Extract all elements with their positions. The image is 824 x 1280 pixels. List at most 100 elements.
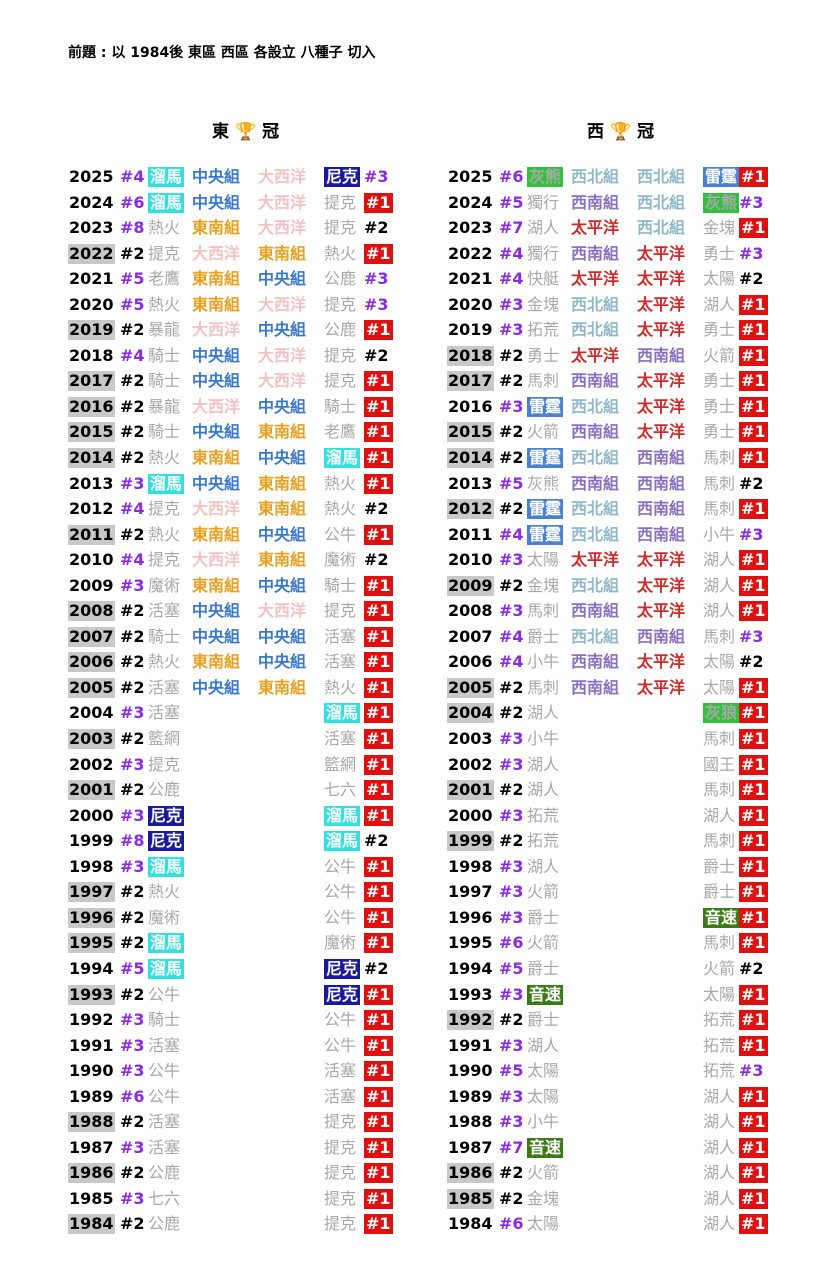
- team-cell: 老鷹: [148, 269, 181, 289]
- team-cell: 尼克: [324, 167, 361, 187]
- rank-cell: #1: [364, 371, 393, 392]
- division-cell: 東南組: [192, 269, 241, 289]
- team-cell: 提克: [324, 1112, 357, 1132]
- year-cell: 2018: [447, 345, 494, 366]
- seed-cell: #2: [120, 1163, 145, 1183]
- team-cell: 獨行: [527, 243, 560, 263]
- division-cell: 西南組: [637, 499, 686, 519]
- year-cell: 2004: [447, 703, 494, 724]
- year-cell: 2025: [69, 167, 114, 186]
- seed-cell: #3: [499, 550, 524, 570]
- year-cell: 1985: [447, 1188, 494, 1209]
- division-cell: 西北組: [637, 218, 686, 238]
- rank-cell: #1: [739, 984, 768, 1005]
- rank-cell: #1: [739, 575, 768, 596]
- division-cell: 中央組: [258, 524, 307, 544]
- division-cell: 太平洋: [571, 218, 620, 238]
- rank-cell: #2: [364, 831, 389, 851]
- team-cell: 湖人: [527, 780, 560, 800]
- seed-cell: #2: [120, 907, 145, 927]
- year-cell: 1991: [448, 1035, 493, 1055]
- rank-cell: #1: [739, 345, 768, 366]
- team-cell: 籃網: [148, 729, 181, 749]
- year-cell: 2011: [448, 524, 493, 544]
- team-cell: 湖人: [703, 1214, 736, 1234]
- team-cell: 提克: [324, 1163, 357, 1183]
- seed-cell: #3: [499, 396, 524, 416]
- team-cell: 馬刺: [703, 473, 736, 493]
- division-cell: 西北組: [637, 192, 686, 212]
- team-cell: 提克: [324, 601, 357, 621]
- team-cell: 音速: [703, 907, 740, 928]
- year-cell: 2007: [448, 626, 493, 646]
- year-cell: 2005: [68, 677, 115, 698]
- year-cell: 2012: [447, 499, 494, 520]
- seed-cell: #3: [499, 882, 524, 902]
- rank-cell: #1: [739, 422, 768, 443]
- team-cell: 國王: [703, 754, 736, 774]
- year-cell: 2019: [68, 320, 115, 341]
- rank-cell: #1: [364, 856, 393, 877]
- year-cell: 2009: [447, 575, 494, 596]
- team-cell: 騎士: [148, 371, 181, 391]
- team-cell: 尼克: [148, 805, 185, 826]
- rank-cell: #1: [364, 729, 393, 750]
- rank-cell: #1: [364, 1010, 393, 1031]
- rank-cell: #1: [364, 473, 393, 494]
- division-cell: 西南組: [571, 473, 620, 493]
- seed-cell: #3: [499, 1086, 524, 1106]
- team-cell: 獨行: [527, 192, 560, 212]
- year-cell: 1994: [448, 958, 493, 978]
- seed-cell: #2: [499, 345, 524, 365]
- division-cell: 西南組: [637, 345, 686, 365]
- year-cell: 1987: [69, 1137, 114, 1157]
- rank-cell: #1: [364, 448, 393, 469]
- rank-cell: #3: [739, 626, 764, 646]
- division-cell: 太平洋: [637, 320, 686, 340]
- team-cell: 熱火: [324, 243, 357, 263]
- rank-cell: #1: [739, 907, 768, 928]
- team-cell: 騎士: [148, 345, 181, 365]
- division-cell: 大西洋: [192, 243, 241, 263]
- seed-cell: #2: [499, 677, 524, 697]
- rank-cell: #1: [364, 882, 393, 903]
- seed-cell: #3: [120, 703, 145, 723]
- team-cell: 馬刺: [703, 729, 736, 749]
- team-cell: 雷霆: [527, 396, 564, 417]
- rank-cell: #2: [364, 550, 389, 570]
- rank-cell: #3: [739, 243, 764, 263]
- rank-cell: #2: [739, 652, 764, 672]
- rank-cell: #1: [739, 448, 768, 469]
- team-cell: 暴龍: [148, 320, 181, 340]
- team-cell: 小牛: [527, 729, 560, 749]
- east-header-champion: 冠: [262, 122, 280, 142]
- team-cell: 提克: [148, 243, 181, 263]
- seed-cell: #2: [499, 831, 524, 851]
- team-cell: 馬刺: [703, 448, 736, 468]
- division-cell: 大西洋: [258, 371, 307, 391]
- seed-cell: #3: [499, 754, 524, 774]
- seed-cell: #2: [120, 320, 145, 340]
- division-cell: 中央組: [192, 167, 241, 186]
- seed-cell: #3: [499, 907, 524, 927]
- team-cell: 提克: [324, 1214, 357, 1234]
- team-cell: 尼克: [148, 831, 185, 852]
- year-cell: 2022: [68, 243, 115, 264]
- seed-cell: #4: [499, 524, 524, 544]
- year-cell: 2014: [447, 448, 494, 469]
- rank-cell: #1: [739, 294, 768, 315]
- year-cell: 1995: [68, 933, 115, 954]
- rank-cell: #1: [364, 192, 393, 213]
- year-cell: 2016: [448, 396, 493, 416]
- rank-cell: #1: [364, 243, 393, 264]
- team-cell: 公牛: [148, 1086, 181, 1106]
- division-cell: 西北組: [571, 396, 620, 416]
- seed-cell: #5: [120, 269, 145, 289]
- team-cell: 金塊: [527, 1188, 560, 1208]
- year-cell: 1997: [68, 882, 115, 903]
- team-cell: 活塞: [324, 652, 357, 672]
- division-cell: 大西洋: [258, 218, 307, 238]
- division-cell: 東南組: [192, 524, 241, 544]
- seed-cell: #4: [499, 652, 524, 672]
- division-cell: 西北組: [571, 294, 620, 314]
